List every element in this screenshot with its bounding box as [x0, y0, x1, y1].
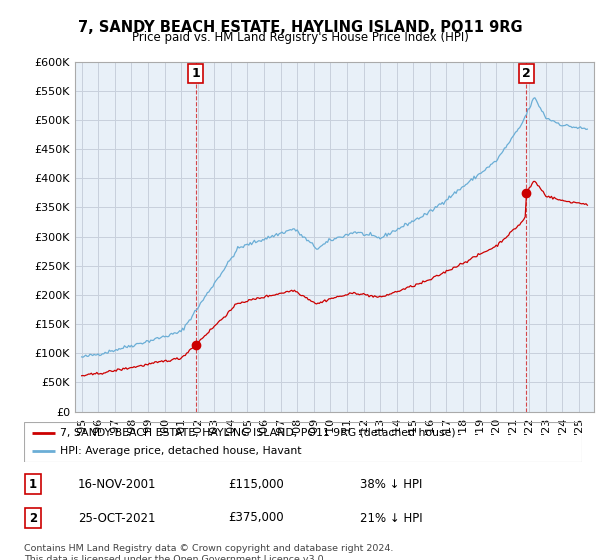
Text: 16-NOV-2001: 16-NOV-2001 — [78, 478, 157, 491]
Text: HPI: Average price, detached house, Havant: HPI: Average price, detached house, Hava… — [60, 446, 302, 456]
Text: Contains HM Land Registry data © Crown copyright and database right 2024.
This d: Contains HM Land Registry data © Crown c… — [24, 544, 394, 560]
Text: Price paid vs. HM Land Registry's House Price Index (HPI): Price paid vs. HM Land Registry's House … — [131, 31, 469, 44]
Text: 2: 2 — [29, 511, 37, 525]
Text: 2: 2 — [522, 67, 530, 80]
Text: 38% ↓ HPI: 38% ↓ HPI — [360, 478, 422, 491]
Text: £115,000: £115,000 — [228, 478, 284, 491]
Text: 7, SANDY BEACH ESTATE, HAYLING ISLAND, PO11 9RG: 7, SANDY BEACH ESTATE, HAYLING ISLAND, P… — [77, 20, 523, 35]
Text: 1: 1 — [191, 67, 200, 80]
Text: 1: 1 — [29, 478, 37, 491]
Text: 21% ↓ HPI: 21% ↓ HPI — [360, 511, 422, 525]
Text: £375,000: £375,000 — [228, 511, 284, 525]
Text: 7, SANDY BEACH ESTATE, HAYLING ISLAND, PO11 9RG (detached house): 7, SANDY BEACH ESTATE, HAYLING ISLAND, P… — [60, 428, 456, 437]
Text: 25-OCT-2021: 25-OCT-2021 — [78, 511, 155, 525]
